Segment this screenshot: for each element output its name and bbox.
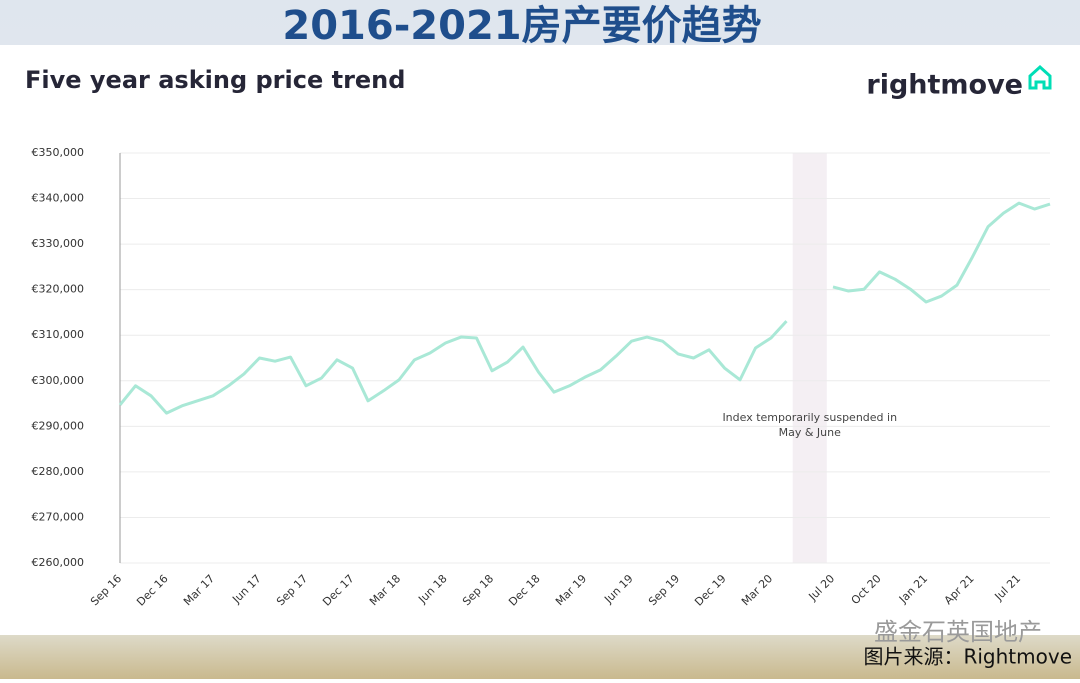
brand-icon [1028,64,1052,90]
y-tick-label: €310,000 [32,328,85,341]
y-tick-label: €280,000 [32,465,85,478]
annotation: Index temporarily suspended in [722,411,897,424]
y-tick-label: €260,000 [32,556,85,569]
slide-title: 2016-2021房产要价趋势 [282,3,761,49]
y-tick-label: €300,000 [32,374,85,387]
price-line [118,201,1051,415]
y-tick-label: €270,000 [32,510,85,523]
y-tick-label: €330,000 [32,237,85,250]
y-tick-label: €350,000 [32,146,85,159]
annotation: May & June [779,426,841,439]
chart-title: Five year asking price trend [25,66,405,94]
y-tick-label: €290,000 [32,419,85,432]
brand-logo: rightmove [866,70,1023,101]
y-tick-label: €340,000 [32,192,85,205]
watermark: 盛金石英国地产 [874,618,1042,646]
suspended-band [792,153,827,563]
card [0,45,1080,635]
source-note: 图片来源：Rightmove [863,645,1072,669]
y-tick-label: €320,000 [32,283,85,296]
